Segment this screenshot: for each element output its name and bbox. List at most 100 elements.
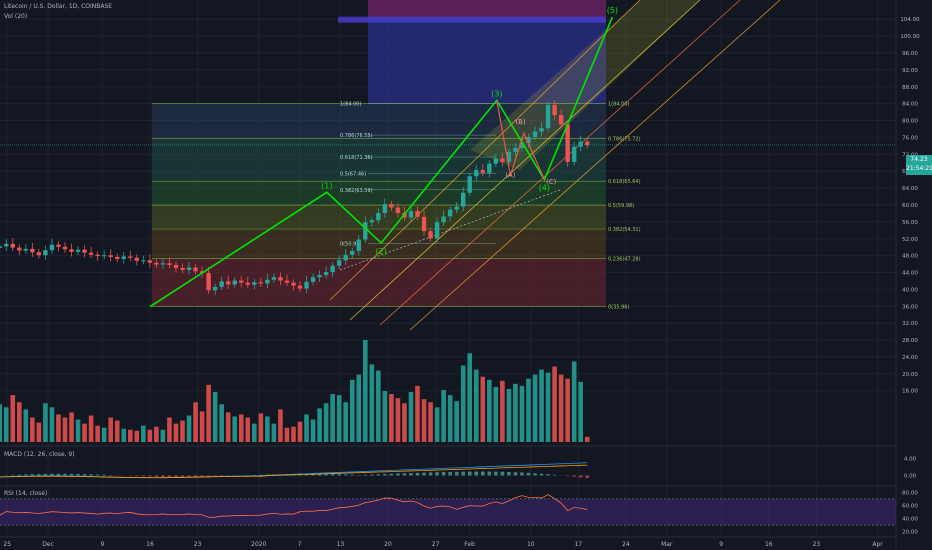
volume-label[interactable]: Vol (20) (4, 13, 28, 20)
volume-bar (252, 423, 257, 442)
time-tick-label: 10 (527, 541, 535, 548)
volume-bar (3, 407, 9, 442)
volume-bar (584, 436, 590, 442)
candle-body (258, 282, 264, 284)
candle-body (408, 210, 414, 218)
macd-histogram-bar (546, 474, 550, 476)
volume-bar (23, 409, 29, 442)
candle-body (69, 249, 74, 252)
rsi-line (0, 494, 588, 518)
macd-histogram-bar (487, 471, 492, 476)
candle-body (17, 247, 22, 251)
macd-histogram-bar (402, 473, 407, 476)
macd-histogram-bar (317, 473, 322, 476)
macd-histogram-bar (422, 472, 426, 476)
macd-histogram-bar (552, 474, 557, 476)
macd-histogram-bar (409, 473, 413, 476)
candle-body (265, 279, 270, 284)
candle-body (395, 207, 401, 214)
wave-label: (1) (321, 181, 332, 190)
candle-body (532, 131, 538, 138)
time-tick-label: Apr (872, 541, 883, 548)
macd-histogram-bar (578, 475, 583, 478)
volume-bar (545, 372, 551, 442)
candle-body (75, 249, 81, 252)
macd-histogram-bar (474, 471, 479, 476)
volume-bar (539, 369, 544, 442)
macd-histogram-bar (324, 473, 328, 476)
volume-bar (408, 392, 414, 442)
fib-level-label: 0.786(75.72) (608, 137, 641, 143)
macd-label[interactable]: MACD (12, 26, close, 9) (4, 451, 75, 458)
candle-body (565, 124, 570, 162)
candle-body (62, 246, 68, 250)
time-tick-label: 16 (765, 541, 773, 548)
rsi-label[interactable]: RSI (14, close) (4, 490, 48, 497)
macd-histogram-bar (108, 474, 113, 476)
macd-histogram-bar (370, 474, 374, 476)
macd-histogram-bar (494, 471, 498, 476)
volume-bar (343, 402, 349, 442)
volume-bar (232, 416, 238, 442)
fib-band (152, 181, 606, 206)
price-tick-label: 84.00 (902, 102, 918, 108)
price-tick-label: 28.00 (902, 338, 918, 344)
price-tick-label: 76.00 (902, 135, 918, 141)
time-tick-label: 23 (194, 541, 202, 548)
macd-histogram-bar (311, 473, 315, 476)
volume-bar (297, 421, 303, 442)
macd-histogram-bar (396, 473, 400, 476)
volume-bar (101, 427, 107, 442)
volume-bar (284, 427, 290, 442)
macd-histogram-bar (200, 475, 204, 478)
candle-body (180, 267, 185, 270)
candle-body (101, 255, 107, 257)
macd-histogram-bar (330, 474, 335, 476)
candle-body (193, 267, 198, 272)
rsi-tick-label: 20.00 (902, 530, 918, 536)
time-axis: 25 Dec 9 16 23 2020 7 13 20 27 Feb 10 17 24 Mar 9 16 23 Ap… (0, 536, 896, 548)
candle-body (343, 254, 348, 261)
macd-histogram-bar (17, 474, 22, 476)
candle-body (526, 137, 531, 143)
candle-body (461, 192, 466, 207)
macd-histogram-bar (428, 472, 433, 476)
volume-bar (382, 391, 388, 442)
price-tick-label: 52.00 (902, 237, 918, 243)
volume-bar (349, 379, 355, 442)
rsi-tick-label: 80.00 (902, 490, 918, 496)
volume-bar (56, 414, 61, 442)
fib-inner-label: 0.5(67.46) (340, 171, 366, 177)
candle-body (141, 260, 146, 262)
price-tick-label: 36.00 (902, 304, 918, 310)
price-tick-label: 40.00 (902, 287, 918, 293)
volume-bar (526, 378, 531, 442)
volume-bar (147, 429, 153, 442)
symbol-title[interactable]: Litecoin / U.S. Dollar, 1D, COINBASE (4, 3, 113, 10)
volume-bar (278, 409, 283, 442)
candle-body (49, 244, 55, 251)
rsi-tick-label: 60.00 (902, 503, 918, 509)
volume-bar (506, 388, 512, 442)
macd-histogram-bar (56, 473, 61, 476)
fibonacci-zones (152, 0, 606, 307)
macd-histogram-bar (10, 474, 15, 476)
macd-histogram-bar (467, 471, 472, 476)
volume-bar (519, 385, 525, 442)
volume-bar (578, 381, 584, 442)
candle-body (336, 260, 342, 266)
macd-histogram-bar (383, 473, 387, 476)
candle-body (545, 104, 551, 129)
candle-body (173, 264, 179, 268)
volume-bar (212, 392, 218, 442)
volume-bar (500, 380, 505, 442)
price-tick-label: 44.00 (902, 271, 918, 277)
volume-bar (454, 401, 459, 442)
candle-body (500, 158, 505, 162)
price-tick-label: 56.00 (902, 220, 918, 226)
candle-body (134, 257, 140, 261)
volume-bar (265, 416, 270, 442)
volume-bar (167, 417, 172, 442)
fib-band (152, 229, 606, 259)
